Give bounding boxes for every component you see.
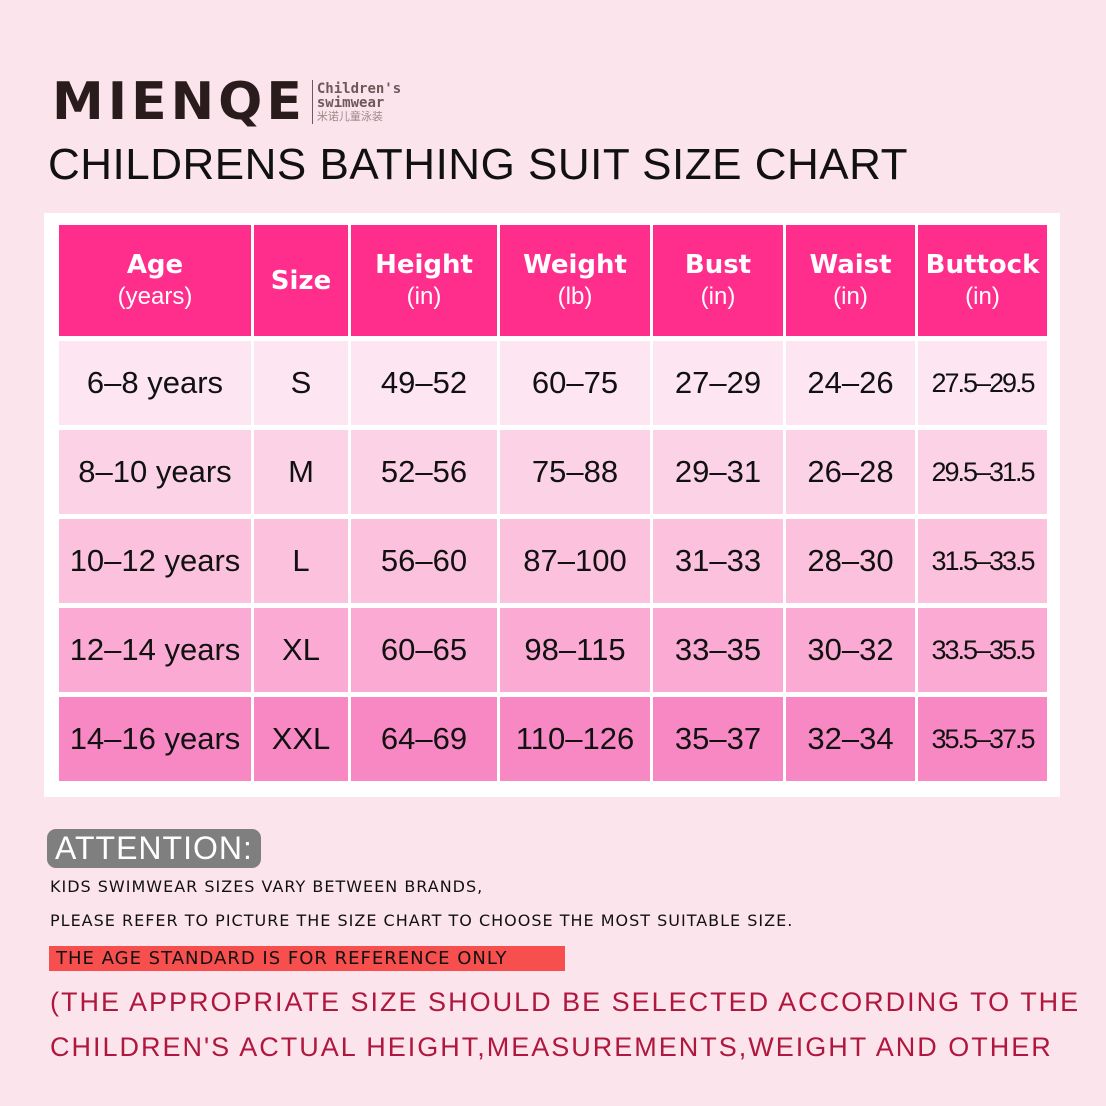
tagline-line1: Children's: [316, 80, 402, 97]
table-cell: 35.5–37.5: [918, 697, 1047, 781]
red-note-line-2: CHILDREN'S ACTUAL HEIGHT,MEASUREMENTS,WE…: [50, 1032, 1053, 1062]
table-cell: 27–29: [653, 341, 783, 425]
column-header: Height (in): [351, 225, 497, 336]
note-line-2: PLEASE REFER TO PICTURE THE SIZE CHART T…: [50, 911, 794, 930]
table-cell: 31–33: [653, 519, 783, 603]
header-label: Age: [126, 249, 184, 280]
header-label: Waist: [809, 249, 892, 280]
table-cell: 110–126: [500, 697, 650, 781]
table-row: 14–16 years XXL 64–69 110–126 35–37 32–34 35.5…: [59, 697, 1047, 781]
table-cell: S: [254, 341, 348, 425]
table-cell: 87–100: [500, 519, 650, 603]
table-cell: 60–75: [500, 341, 650, 425]
table-cell: 33.5–35.5: [918, 608, 1047, 692]
table-cell: 14–16 years: [59, 697, 251, 781]
table-cell: 12–14 years: [59, 608, 251, 692]
table-cell: 29.5–31.5: [918, 430, 1047, 514]
table-row: 12–14 years XL 60–65 98–115 33–35 30–32 33.5–3…: [59, 608, 1047, 692]
table-cell: 30–32: [786, 608, 915, 692]
header-label: Height: [375, 249, 473, 280]
table-cell: 26–28: [786, 430, 915, 514]
header-unit: (in): [700, 282, 736, 310]
size-chart-card: Age (years) Size Height (in) Weight (lb) Bust (i…: [44, 213, 1060, 797]
column-header: Waist (in): [786, 225, 915, 336]
row-gap: [59, 692, 1047, 697]
table-cell: M: [254, 430, 348, 514]
table-cell: L: [254, 519, 348, 603]
header-unit: (in): [406, 282, 442, 310]
header-label: Weight: [523, 249, 627, 280]
attention-badge: ATTENTION:: [47, 829, 261, 868]
header-label: Size: [270, 265, 332, 296]
table-row: 10–12 years L 56–60 87–100 31–33 28–30 31.5–33…: [59, 519, 1047, 603]
header-unit: (in): [833, 282, 868, 310]
table-cell: 52–56: [351, 430, 497, 514]
column-header: Weight (lb): [500, 225, 650, 336]
table-cell: XXL: [254, 697, 348, 781]
tagline-chinese: 米诺儿童泳装: [316, 110, 383, 123]
logo-divider: [311, 80, 313, 124]
table-cell: 64–69: [351, 697, 497, 781]
table-cell: 8–10 years: [59, 430, 251, 514]
header-unit: (years): [117, 282, 193, 310]
note-line-1: KIDS SWIMWEAR SIZES VARY BETWEEN BRANDS,: [50, 877, 484, 896]
table-cell: 56–60: [351, 519, 497, 603]
table-cell: 28–30: [786, 519, 915, 603]
table-cell: 60–65: [351, 608, 497, 692]
table-header-row: Age (years) Size Height (in) Weight (lb) Bust (i…: [59, 225, 1047, 336]
brand-name: MIENQE: [52, 72, 306, 132]
row-gap: [59, 336, 1047, 341]
table-cell: 27.5–29.5: [918, 341, 1047, 425]
table-cell: 10–12 years: [59, 519, 251, 603]
brand-logo: MIENQE Children's swimwear 米诺儿童泳装: [52, 76, 401, 128]
column-header: Bust (in): [653, 225, 783, 336]
header-unit: (in): [965, 282, 1000, 310]
table-cell: 29–31: [653, 430, 783, 514]
table-cell: 6–8 years: [59, 341, 251, 425]
column-header: Size: [254, 225, 348, 336]
table-cell: 98–115: [500, 608, 650, 692]
table-cell: 35–37: [653, 697, 783, 781]
table-cell: 32–34: [786, 697, 915, 781]
table-cell: 31.5–33.5: [918, 519, 1047, 603]
table-cell: 75–88: [500, 430, 650, 514]
row-gap: [59, 425, 1047, 430]
row-gap: [59, 603, 1047, 608]
table-cell: 33–35: [653, 608, 783, 692]
table-cell: 24–26: [786, 341, 915, 425]
brand-tagline: Children's swimwear 米诺儿童泳装: [317, 82, 401, 123]
size-chart-table: Age (years) Size Height (in) Weight (lb) Bust (i…: [56, 225, 1050, 781]
table-cell: 49–52: [351, 341, 497, 425]
header-label: Bust: [684, 249, 752, 280]
reference-banner: THE AGE STANDARD IS FOR REFERENCE ONLY: [49, 946, 565, 971]
row-gap: [59, 514, 1047, 519]
page-title: CHILDRENS BATHING SUIT SIZE CHART: [48, 140, 908, 189]
header-label: Buttock: [925, 249, 1040, 280]
tagline-line2: swimwear: [316, 94, 385, 111]
red-note-line-1: (THE APPROPRIATE SIZE SHOULD BE SELECTED…: [50, 987, 1081, 1017]
table-row: 8–10 years M 52–56 75–88 29–31 26–28 29.5–31.5: [59, 430, 1047, 514]
column-header: Age (years): [59, 225, 251, 336]
table-cell: XL: [254, 608, 348, 692]
table-row: 6–8 years S 49–52 60–75 27–29 24–26 27.5–29.5: [59, 341, 1047, 425]
header-unit: (lb): [557, 282, 593, 310]
column-header: Buttock (in): [918, 225, 1047, 336]
